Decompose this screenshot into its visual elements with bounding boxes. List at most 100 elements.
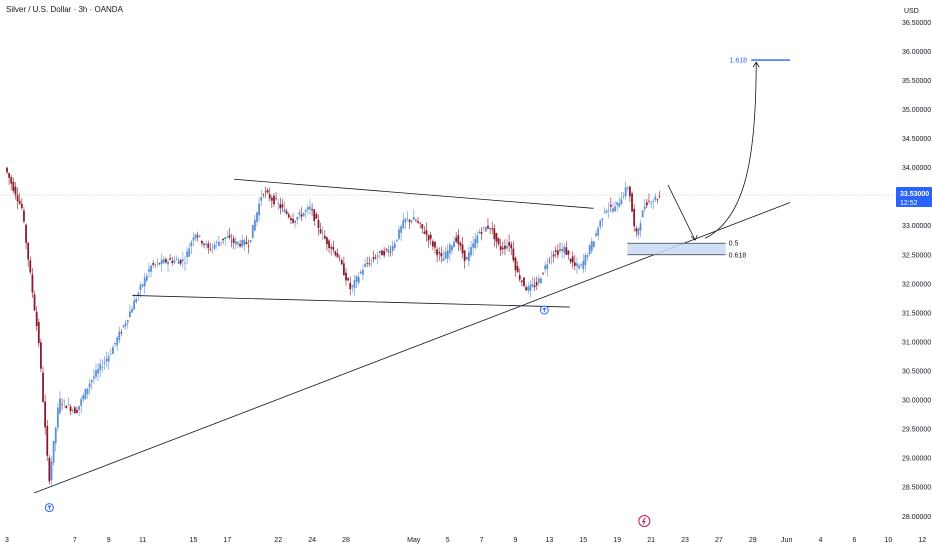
candle-body [624,187,627,196]
candle-body [114,343,116,345]
candle-body [412,217,415,220]
candle-body [463,250,466,261]
candle-body [80,399,83,406]
candle-body [518,275,521,280]
candle-body [334,251,337,256]
candle-body [656,199,659,201]
candle-body [654,196,657,200]
time-axis[interactable]: 3 7 9 11 15 17 22 24 28 May 5 7 9 13 15 19 21 23 27 29 Jun 4 6… [5,537,932,544]
candle-body [629,186,631,197]
candle-body [116,337,119,346]
candle-body [167,261,169,265]
candle-body [154,264,157,266]
candle-body [419,222,422,224]
candle-body [631,193,633,212]
candle-body [29,260,32,273]
candle-body [548,260,551,262]
candle-body [97,369,100,374]
candle-body [82,395,85,400]
candle-body [440,253,443,257]
x-tick-label: 13 [546,537,554,544]
candle-body [262,194,265,195]
candle-body [453,241,455,248]
candle-body [137,292,140,296]
candle-body [364,264,366,267]
candle-body [626,187,629,189]
x-tick-label: 19 [613,537,621,544]
candle-body [599,220,602,227]
candle-body [457,234,460,245]
candle-body [595,233,597,236]
up-arrow-icon [542,307,547,313]
y-tick-label: 28.00000 [902,514,931,521]
projection-down-arrowhead [690,235,698,241]
candle-body [514,257,517,271]
candle-body [592,241,595,248]
candle-body [105,358,108,362]
x-tick-label: 17 [223,537,231,544]
candle-body [395,239,398,241]
triangle-base-line [132,295,570,308]
candle-body [10,177,13,184]
candle-body [198,234,201,236]
candle-body [73,407,76,414]
candle-body [550,256,553,258]
candle-body [376,255,379,257]
candle-body [423,231,426,234]
candle-body [497,238,500,245]
candle-body [495,233,498,242]
candle-body [245,242,248,244]
candle-body [112,347,114,354]
y-tick-label: 29.00000 [902,456,931,463]
candle-body [404,218,407,223]
candle-body [306,207,309,210]
candle-body [88,383,91,388]
x-tick-label: 7 [480,537,484,544]
candle-body [402,220,405,229]
candle-body [237,242,239,245]
flash-bolt-icon [641,517,646,525]
x-tick-label: 5 [446,537,450,544]
price-axis[interactable]: USD 28.00000 28.50000 29.00000 29.50000 30.0… [902,8,931,521]
candle-body [270,197,273,201]
x-tick-label: 22 [274,537,282,544]
candle-body [359,271,362,274]
candle-body [143,277,146,287]
candle-body [268,194,271,199]
x-tick-label: 24 [308,537,316,544]
candle-body [95,370,97,377]
candle-body [427,235,430,241]
candle-body [370,259,373,261]
candle-body [429,234,432,239]
candle-body [379,250,381,254]
up-arrow-icon [47,504,52,510]
candle-body [169,258,172,260]
candle-body [63,400,66,402]
candle-body [90,380,93,383]
candle-body [33,294,36,311]
candle-body [353,280,356,289]
candle-body [175,259,178,261]
candle-body [540,278,542,284]
candle-body [54,427,57,444]
candle-body [239,243,241,247]
candle-body [232,238,235,243]
price-badge: 33.53000 12:52 [896,187,932,207]
x-tick-label: 11 [139,537,146,544]
y-tick-label: 31.00000 [902,339,931,346]
candle-body [605,210,608,213]
candle-body [431,241,434,247]
candle-body [158,263,161,265]
candle-body [44,401,47,428]
candle-body [559,249,561,251]
candle-body [14,186,17,196]
candle-body [362,270,364,275]
candle-body [260,197,263,201]
candle-body [478,231,481,234]
projection-layer [667,61,760,241]
candle-body [251,224,254,239]
candle-body [67,404,70,405]
x-tick-label: 12 [918,537,926,544]
